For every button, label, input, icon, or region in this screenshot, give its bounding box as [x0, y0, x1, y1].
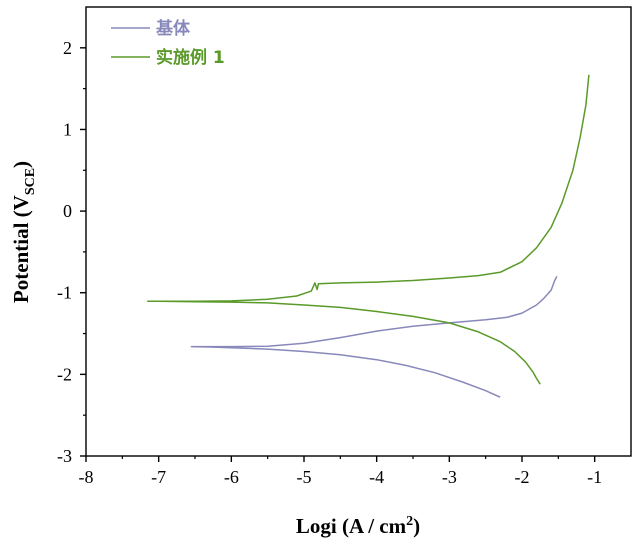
- plot-frame: [85, 6, 632, 457]
- series-line-substrate: [190, 276, 558, 398]
- legend: 基体 实施例 1: [111, 18, 225, 68]
- x-tick-label: -6: [224, 467, 239, 487]
- legend-label-example-1: 实施例 1: [156, 47, 225, 68]
- x-tick-label: -7: [151, 467, 166, 487]
- y-tick-label: 0: [63, 201, 72, 221]
- y-tick-label: -2: [57, 364, 72, 384]
- y-tick-label: -3: [57, 446, 72, 466]
- x-tick-label: -4: [369, 467, 384, 487]
- x-axis-title: Logi (A / cm2): [296, 514, 420, 538]
- x-tick-label: -1: [587, 467, 602, 487]
- x-tick-label: -3: [442, 467, 457, 487]
- series-layer: [147, 74, 590, 398]
- x-axis: -8 -7 -6 -5 -4 -3 -2 -1: [79, 456, 602, 487]
- series-line-example-1: [147, 74, 590, 385]
- y-tick-label: 2: [63, 38, 72, 58]
- y-tick-label: -1: [57, 283, 72, 303]
- x-tick-label: -5: [297, 467, 312, 487]
- y-axis-title: Potential (VSCE): [9, 161, 38, 303]
- y-axis: -3 -2 -1 0 1 2: [57, 38, 86, 466]
- x-tick-label: -8: [79, 467, 94, 487]
- legend-label-substrate: 基体: [155, 18, 191, 39]
- y-tick-label: 1: [63, 119, 72, 139]
- x-tick-label: -2: [515, 467, 530, 487]
